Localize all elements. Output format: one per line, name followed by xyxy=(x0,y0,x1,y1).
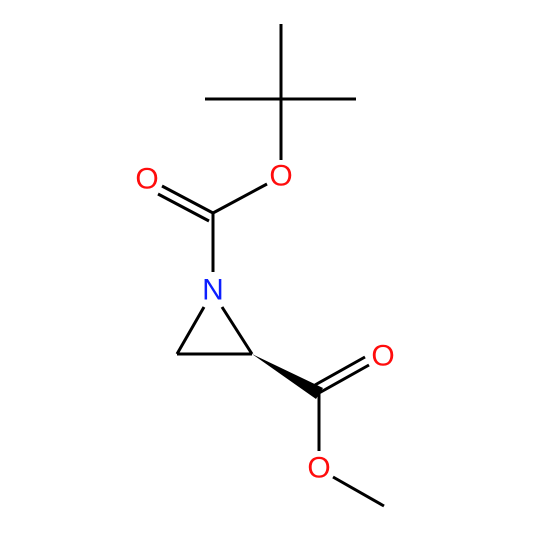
wedge-bond xyxy=(252,354,323,399)
atom-label: O xyxy=(371,340,394,373)
bond xyxy=(220,306,254,355)
atoms: O O N O O xyxy=(135,160,394,485)
bond xyxy=(318,363,370,395)
bond xyxy=(157,192,210,223)
atom-label: O xyxy=(307,452,330,485)
atom-label: N xyxy=(202,274,224,307)
bond xyxy=(314,355,366,387)
atom-label: O xyxy=(269,160,292,193)
bonds xyxy=(157,24,385,508)
bond xyxy=(175,306,206,355)
bond xyxy=(212,182,268,215)
bond xyxy=(161,184,214,215)
bond xyxy=(332,475,385,508)
atom-label: O xyxy=(135,163,158,196)
